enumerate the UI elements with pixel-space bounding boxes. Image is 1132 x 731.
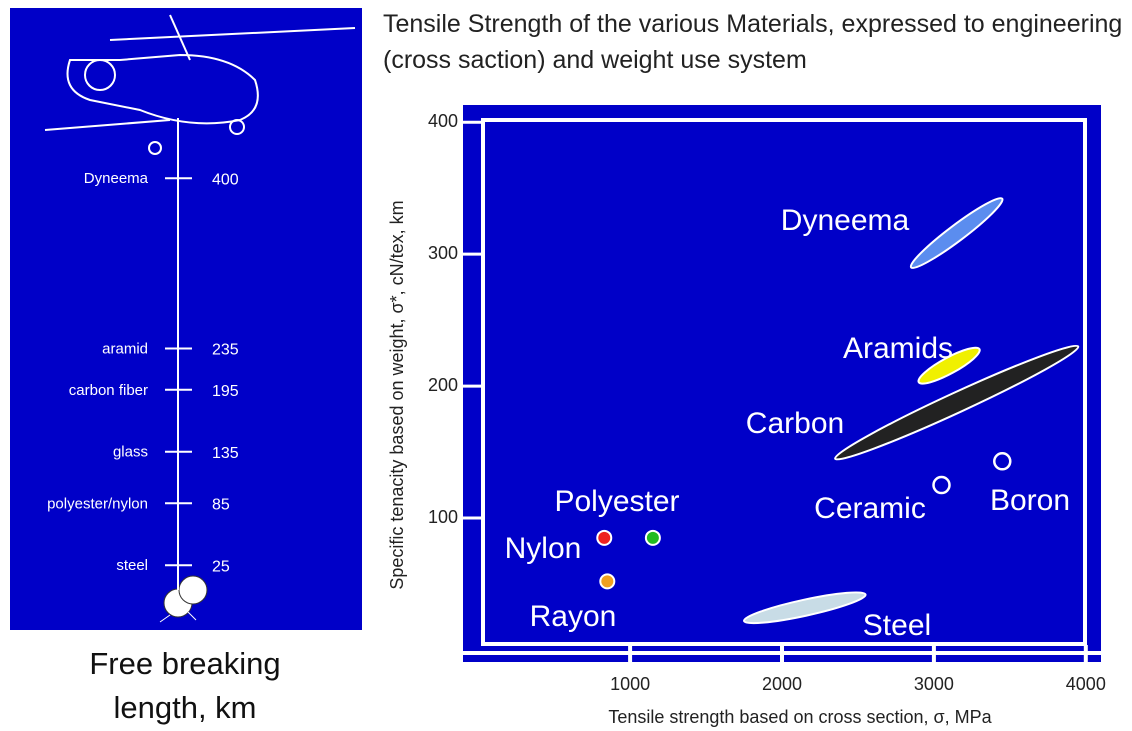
material-label: aramid (102, 340, 148, 357)
left-panel (10, 8, 362, 630)
x-tick-label: 2000 (762, 674, 802, 694)
y-tick-label: 200 (428, 375, 458, 395)
y-axis-label: Specific tenacity based on weight, σ*, c… (387, 200, 407, 589)
series-label: Boron (990, 484, 1070, 517)
series-label: Steel (863, 609, 931, 642)
series-label: Aramids (843, 332, 953, 365)
value-label: 135 (212, 445, 239, 462)
material-label: Dyneema (84, 170, 149, 187)
series-label: Nylon (505, 532, 582, 565)
y-tick-label: 400 (428, 111, 458, 131)
material-label: steel (116, 557, 148, 574)
series-label: Carbon (746, 407, 844, 440)
point (597, 531, 611, 545)
x-tick-label: 4000 (1066, 674, 1106, 694)
page: Tensile Strength of the various Material… (0, 0, 1132, 731)
x-tick-label: 1000 (610, 674, 650, 694)
material-label: polyester/nylon (47, 495, 148, 512)
point (600, 574, 614, 588)
value-label: 195 (212, 383, 239, 400)
value-label: 25 (212, 558, 230, 575)
material-label: carbon fiber (69, 382, 148, 399)
x-tick-label: 3000 (914, 674, 954, 694)
series-label: Ceramic (814, 492, 926, 525)
series-label: Dyneema (781, 204, 910, 237)
y-tick-label: 100 (428, 507, 458, 527)
chart: Tensile strength based on cross section,… (0, 0, 1132, 731)
series-label: Polyester (554, 485, 679, 518)
y-tick-label: 300 (428, 243, 458, 263)
value-label: 400 (212, 171, 239, 188)
value-label: 85 (212, 497, 230, 514)
point (646, 531, 660, 545)
value-label: 235 (212, 342, 239, 359)
material-label: glass (113, 444, 148, 461)
x-axis-label: Tensile strength based on cross section,… (608, 707, 992, 727)
series-label: Rayon (530, 600, 617, 633)
